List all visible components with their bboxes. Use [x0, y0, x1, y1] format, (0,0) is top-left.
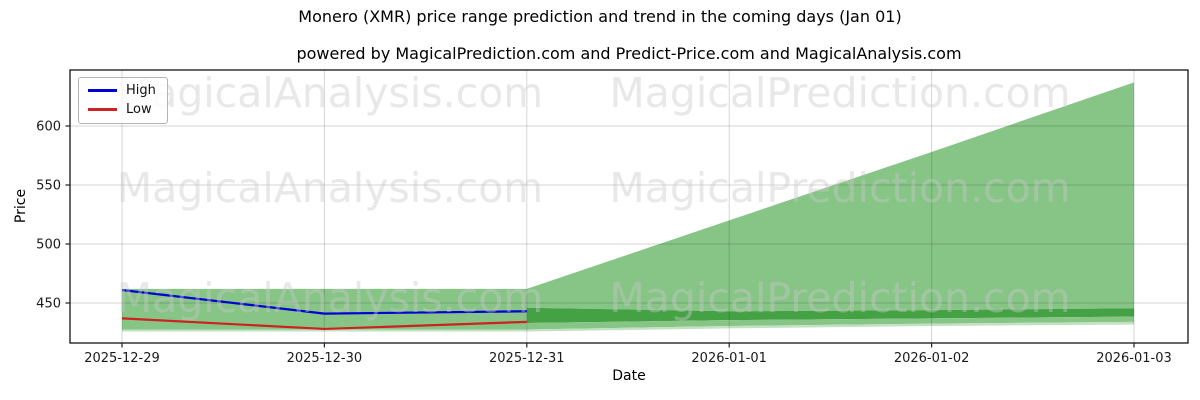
history-band-light [122, 329, 527, 332]
chart-subtitle: powered by MagicalPrediction.com and Pre… [296, 44, 962, 63]
x-tick-label-4: 2026-01-02 [894, 351, 970, 366]
watermark-right-row3: MagicalPrediction.com [609, 274, 1070, 322]
chart-title: Monero (XMR) price range prediction and … [298, 7, 902, 26]
legend-item-high: High [88, 83, 156, 98]
low-line [121, 317, 527, 331]
y-tick-label-450: 450 [36, 297, 61, 312]
legend-label-high: High [126, 83, 156, 98]
forecast-band-lower [526, 316, 1134, 330]
x-tick-label-0: 2025-12-29 [84, 351, 160, 366]
watermark-left-row2: MagicalAnalysis.com [117, 164, 544, 212]
forecast-band-light [526, 321, 1134, 332]
y-tick-label-600: 600 [36, 120, 61, 135]
forecast-band-upper [526, 82, 1134, 312]
forecast-band-overlap [526, 307, 1134, 324]
y-tick-label-550: 550 [36, 179, 61, 194]
history-band [122, 288, 527, 330]
x-tick-label-5: 2026-01-03 [1096, 351, 1172, 366]
x-tick-label-1: 2025-12-30 [287, 351, 363, 366]
legend: High Low [78, 77, 168, 124]
legend-item-low: Low [88, 102, 156, 117]
watermark-right-row2: MagicalPrediction.com [609, 164, 1070, 212]
y-tick-label-500: 500 [36, 238, 61, 253]
watermark-right-row1: MagicalPrediction.com [609, 69, 1070, 117]
legend-label-low: Low [126, 102, 152, 117]
x-tick-label-3: 2026-01-01 [691, 351, 767, 366]
x-tick-label-2: 2025-12-31 [489, 351, 565, 366]
high-line-swatch-icon [88, 89, 117, 92]
x-axis-label: Date [612, 368, 646, 384]
high-line [121, 288, 527, 315]
low-line-swatch-icon [88, 108, 117, 111]
watermark-left-row3: MagicalAnalysis.com [117, 274, 544, 322]
watermark-left-row1: MagicalAnalysis.com [117, 69, 544, 117]
y-axis-label: Price [13, 188, 29, 224]
axes-spines [69, 69, 1189, 344]
